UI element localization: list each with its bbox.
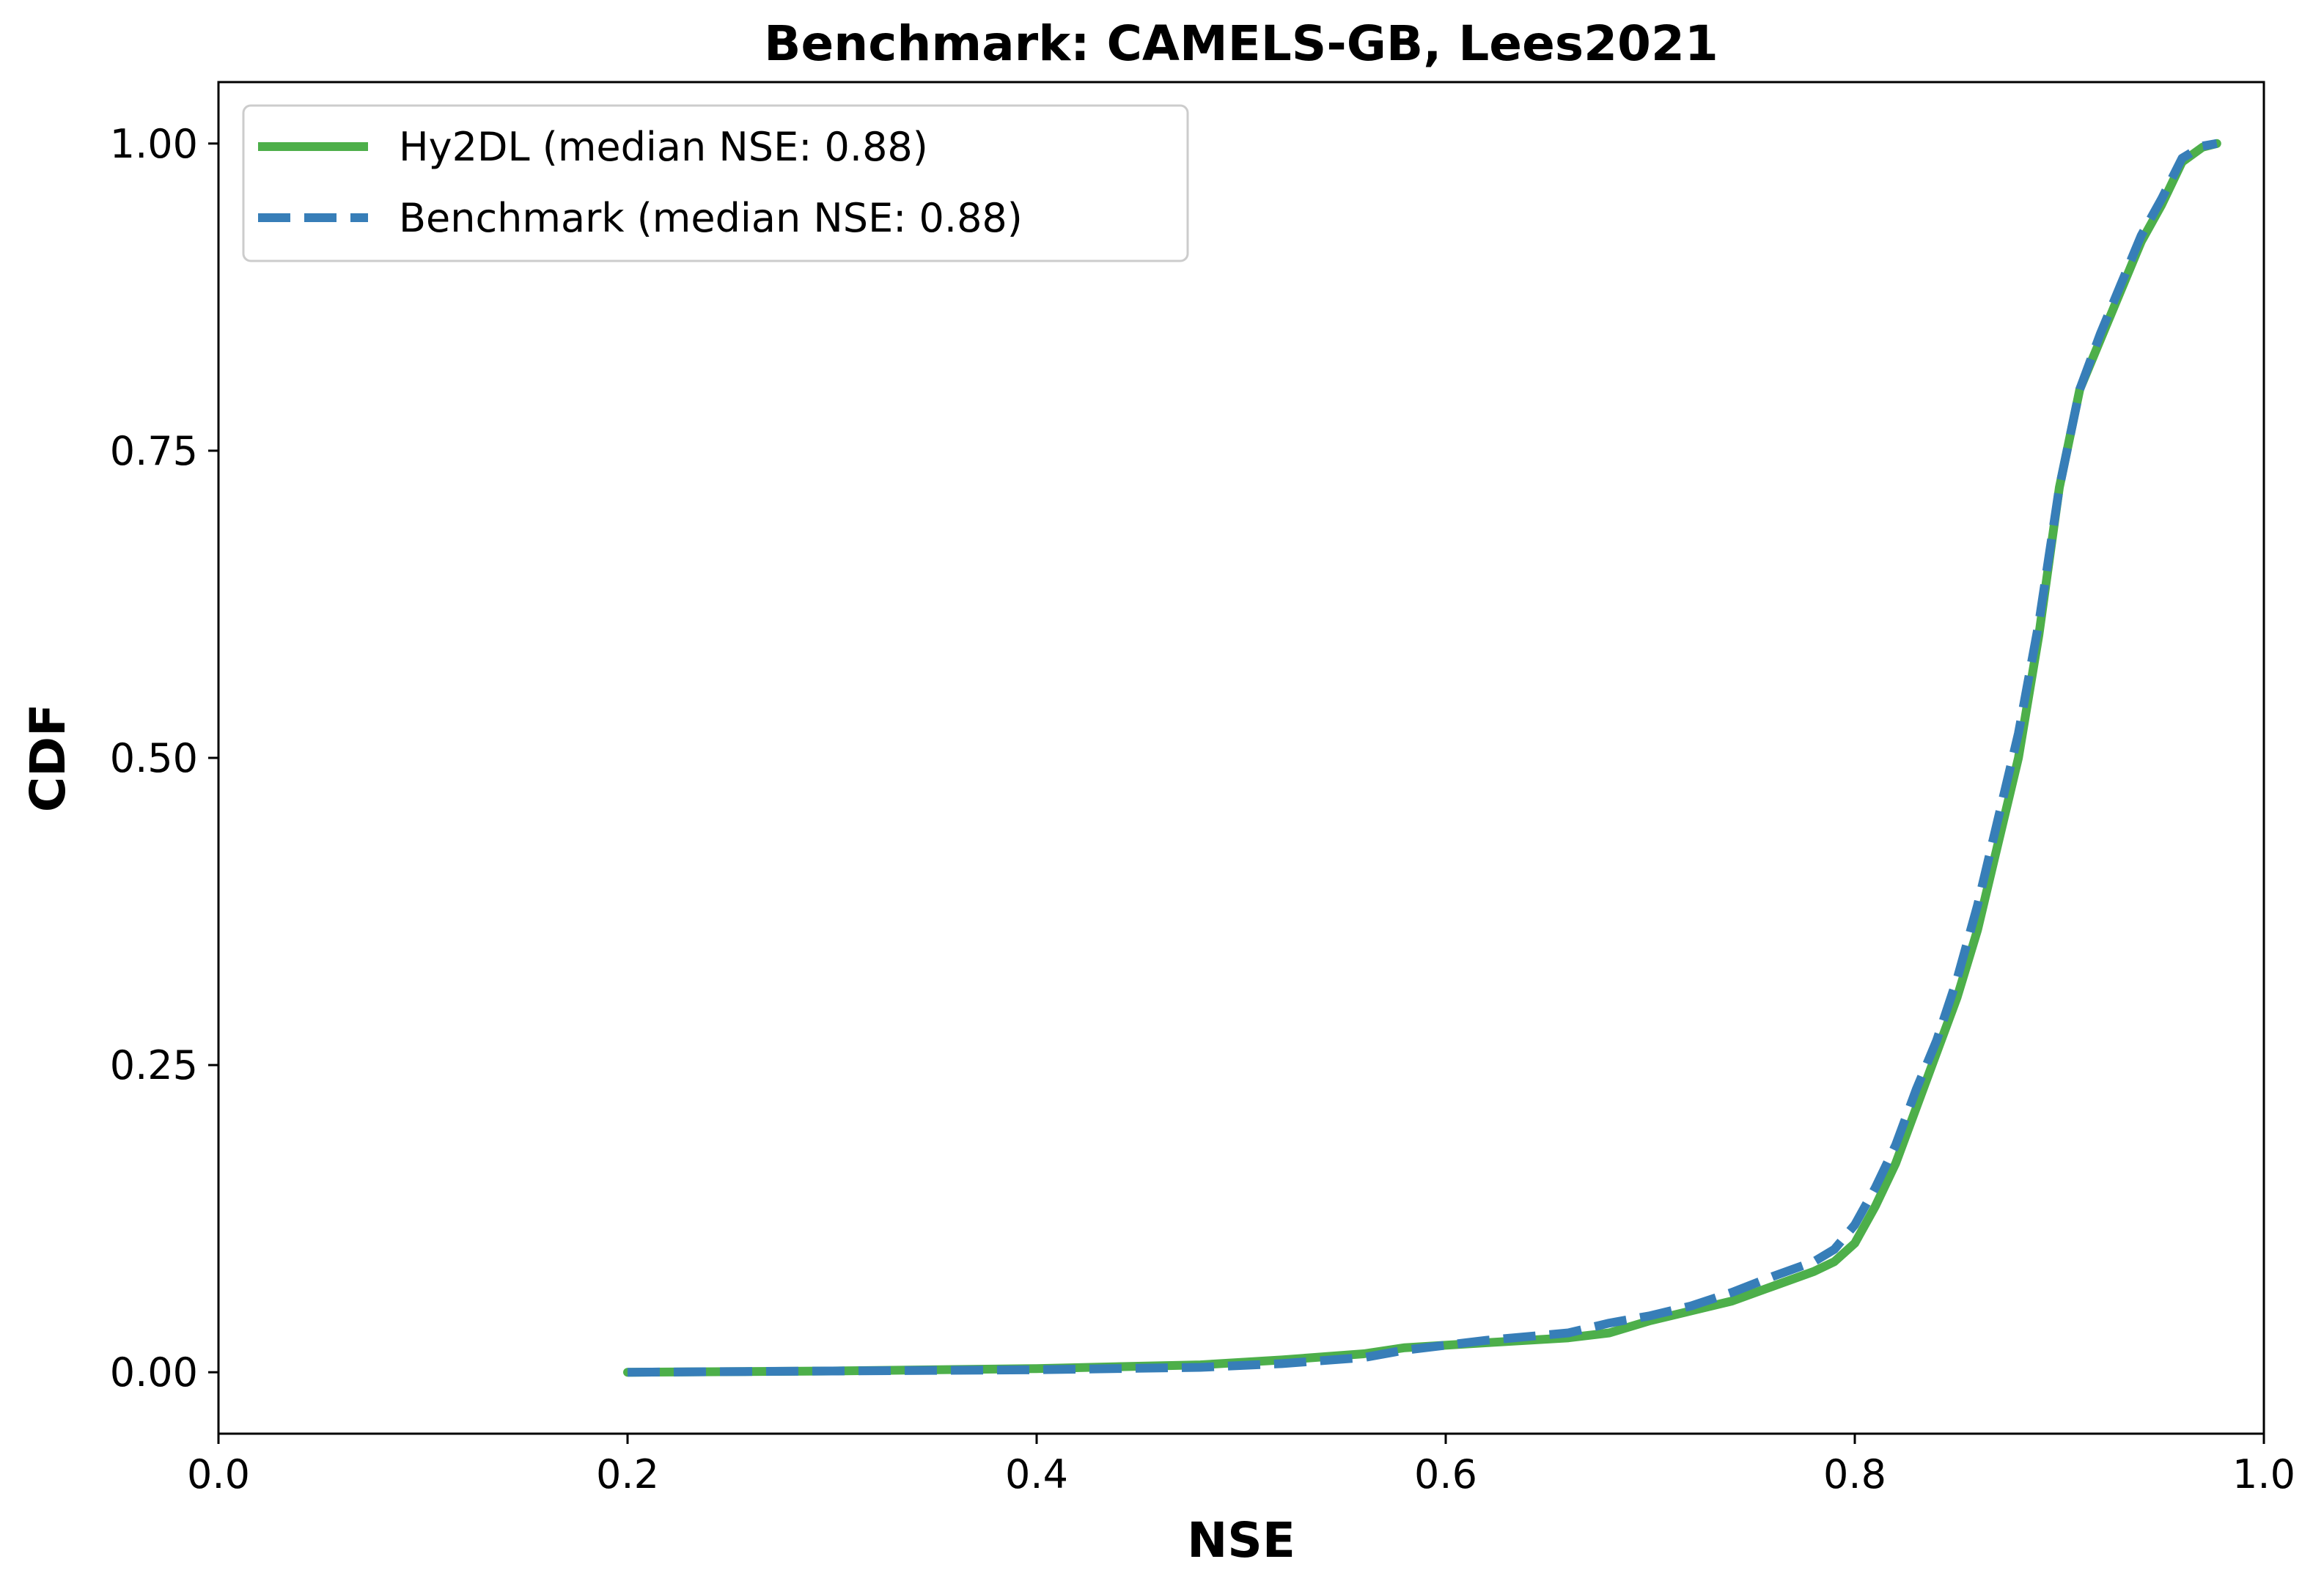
y-tick-label: 1.00	[110, 121, 198, 167]
y-tick-label: 0.00	[110, 1349, 198, 1396]
x-tick-label: 0.6	[1414, 1451, 1477, 1497]
series-line-benchmark	[627, 139, 2218, 1377]
legend-label-hy2dl: Hy2DL (median NSE: 0.88)	[399, 124, 928, 170]
x-tick-label: 1.0	[2232, 1451, 2295, 1497]
y-tick-label: 0.75	[110, 428, 198, 474]
x-tick-label: 0.8	[1823, 1451, 1886, 1497]
x-tick-label: 0.4	[1005, 1451, 1068, 1497]
x-tick-label: 0.0	[187, 1451, 250, 1497]
x-tick-label: 0.2	[596, 1451, 659, 1497]
legend: Hy2DL (median NSE: 0.88) Benchmark (medi…	[242, 104, 1189, 262]
y-axis-label: CDF	[20, 704, 76, 812]
legend-box	[242, 104, 1189, 262]
y-tick-label: 0.50	[110, 735, 198, 781]
chart-title: Benchmark: CAMELS-GB, Lees2021	[764, 15, 1718, 72]
series-layer	[623, 139, 2221, 1377]
legend-label-benchmark: Benchmark (median NSE: 0.88)	[399, 195, 1023, 241]
y-axis: 0.00 0.25 0.50 0.75 1.00	[110, 121, 218, 1396]
y-tick-label: 0.25	[110, 1042, 198, 1088]
x-axis-label: NSE	[1187, 1512, 1295, 1569]
x-axis: 0.0 0.2 0.4 0.6 0.8 1.0	[187, 1434, 2295, 1497]
